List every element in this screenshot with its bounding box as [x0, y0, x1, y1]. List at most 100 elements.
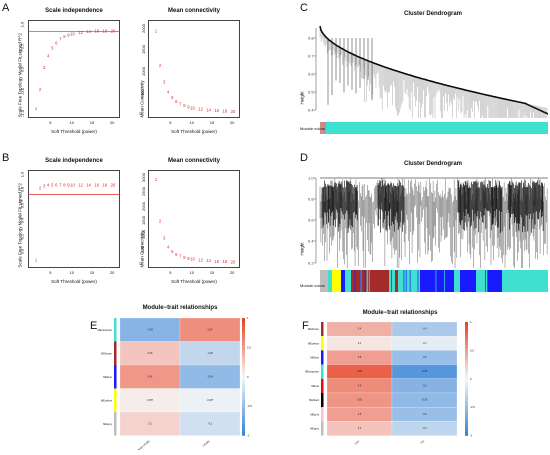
legend-gradient-step: [242, 376, 245, 381]
x-tick-label: 15: [89, 270, 95, 275]
c-ytick: 0.8: [308, 36, 314, 41]
scatter-point-label: 6: [56, 41, 59, 46]
heatmap-cell-value: 0.54: [148, 375, 153, 378]
heatmap-cell-value: -0.55: [422, 399, 428, 402]
scatter-point-label: 5: [171, 95, 174, 100]
scatter-point-label: 12: [199, 107, 204, 112]
legend-gradient-step: [465, 337, 468, 342]
heatmap-col-label: Non-UCMS: [137, 439, 151, 450]
module-color-stripe: [354, 270, 356, 292]
heatmap-row-label: MEred: [311, 384, 319, 388]
heatmap-cell-value: 0.3: [358, 427, 362, 430]
scatter-point-label: 2: [39, 186, 42, 191]
legend-gradient-step: [242, 321, 245, 327]
legend-tick: 0: [470, 377, 472, 381]
c-module-colors-label: Module colors: [300, 126, 325, 131]
x-tick-label: 20: [109, 270, 115, 275]
y-tick-label: 0.0: [19, 249, 25, 255]
y-tick-label: 1000: [140, 230, 146, 240]
module-color-stripe: [366, 270, 368, 292]
legend-gradient-step: [242, 427, 245, 432]
module-swatch: [321, 322, 324, 337]
scatter-point-label: 4: [167, 90, 170, 95]
module-color-segment: [351, 270, 389, 292]
heatmap-cell-value: 0.59: [208, 328, 213, 331]
module-swatch: [321, 421, 324, 436]
module-swatch: [321, 378, 324, 393]
heatmap-cell-value: 0.55: [357, 399, 362, 402]
legend-gradient-step: [465, 397, 468, 402]
x-tick-label: 5: [169, 120, 172, 125]
heatmap-cell-value: -0.2: [208, 422, 213, 425]
module-color-stripe: [438, 270, 440, 292]
heatmap-cell-value: 0.1: [358, 342, 362, 345]
y-tick-label: 1.0: [19, 21, 25, 28]
panel-label-d: D: [300, 152, 308, 164]
b-right-plot: 1 2 3 4 5 6 7 8 9 10 12 14 16 18 20: [148, 170, 240, 268]
heatmap-cell-value: 0.057: [147, 399, 154, 402]
legend-gradient-step: [465, 409, 468, 414]
c-yaxis: [314, 28, 317, 111]
module-color-segment: [488, 270, 502, 292]
module-color-stripe: [390, 270, 392, 292]
module-color-stripe: [360, 270, 362, 292]
legend-gradient-step: [465, 382, 468, 387]
b-left-xlabel: Soft Threshold (power): [51, 279, 97, 284]
d-tree: [319, 177, 548, 268]
heatmap-row-label: MEbrown: [101, 351, 113, 355]
scatter-point-label: 20: [231, 260, 236, 265]
module-color-stripe: [407, 270, 408, 292]
y-tick-label: 0.2: [19, 233, 25, 240]
scatter-point-label: 18: [103, 183, 108, 188]
c-tree: [319, 25, 548, 118]
heatmap-cell-value: -0.5: [422, 413, 427, 416]
scatter-point-label: 20: [111, 29, 116, 34]
heatmap-cell-value: -0.057: [207, 399, 214, 402]
heatmap-col-label: PS: [420, 439, 426, 445]
legend-gradient-step: [465, 356, 468, 361]
x-tick-label: 15: [209, 120, 215, 125]
legend-tick: 0.5: [247, 345, 251, 349]
x-tick-label: 20: [229, 120, 235, 125]
scatter-point-label: 8: [184, 103, 187, 108]
module-swatch: [114, 365, 117, 389]
d-module-bar: [320, 270, 548, 292]
legend-gradient-step: [242, 396, 245, 401]
heatmap-cell-value: -0.54: [207, 375, 213, 378]
legend-gradient-step: [465, 359, 468, 364]
panel-label-c: C: [300, 2, 308, 14]
legend-gradient-step: [465, 371, 468, 376]
heatmap-cell-value: 0.4: [358, 328, 362, 331]
d-ytick: 0.2: [308, 261, 314, 266]
legend-gradient-step: [465, 405, 468, 410]
x-tick-label: 10: [69, 120, 74, 125]
scatter-point-label: 6: [176, 252, 179, 257]
legend-gradient-step: [465, 344, 468, 349]
legend-gradient-step: [465, 412, 468, 417]
legend-gradient-step: [465, 367, 468, 372]
heatmap-cell-value: 0.28: [148, 352, 153, 355]
module-color-stripe: [448, 270, 450, 292]
x-tick-label: 10: [189, 120, 194, 125]
d-ytick: 1.0: [308, 176, 314, 181]
x-tick-label: 15: [209, 270, 215, 275]
module-swatch: [321, 336, 324, 351]
module-color-segment: [476, 270, 488, 292]
module-swatch: [321, 350, 324, 365]
scatter-point-label: 4: [47, 183, 50, 188]
legend-gradient-step: [242, 372, 245, 378]
scatter-point-label: 16: [95, 29, 100, 34]
scatter-point-label: 3: [43, 184, 46, 189]
c-title: Cluster Dendrogram: [403, 11, 462, 17]
x-tick-label: 5: [169, 270, 172, 275]
legend-gradient-step: [242, 419, 245, 425]
module-color-stripe: [367, 270, 369, 292]
b-left-plot: 1 2 3 4 5 6 7 8 9 10 12 14 16 18 20: [28, 170, 121, 268]
legend-gradient-step: [242, 412, 245, 417]
module-color-stripe: [360, 270, 361, 292]
b-left-title: Scale independence: [45, 158, 103, 164]
heatmap-col-label: UCMS: [202, 439, 211, 447]
scatter-point-label: 5: [51, 183, 54, 188]
module-color-stripe: [368, 270, 370, 292]
